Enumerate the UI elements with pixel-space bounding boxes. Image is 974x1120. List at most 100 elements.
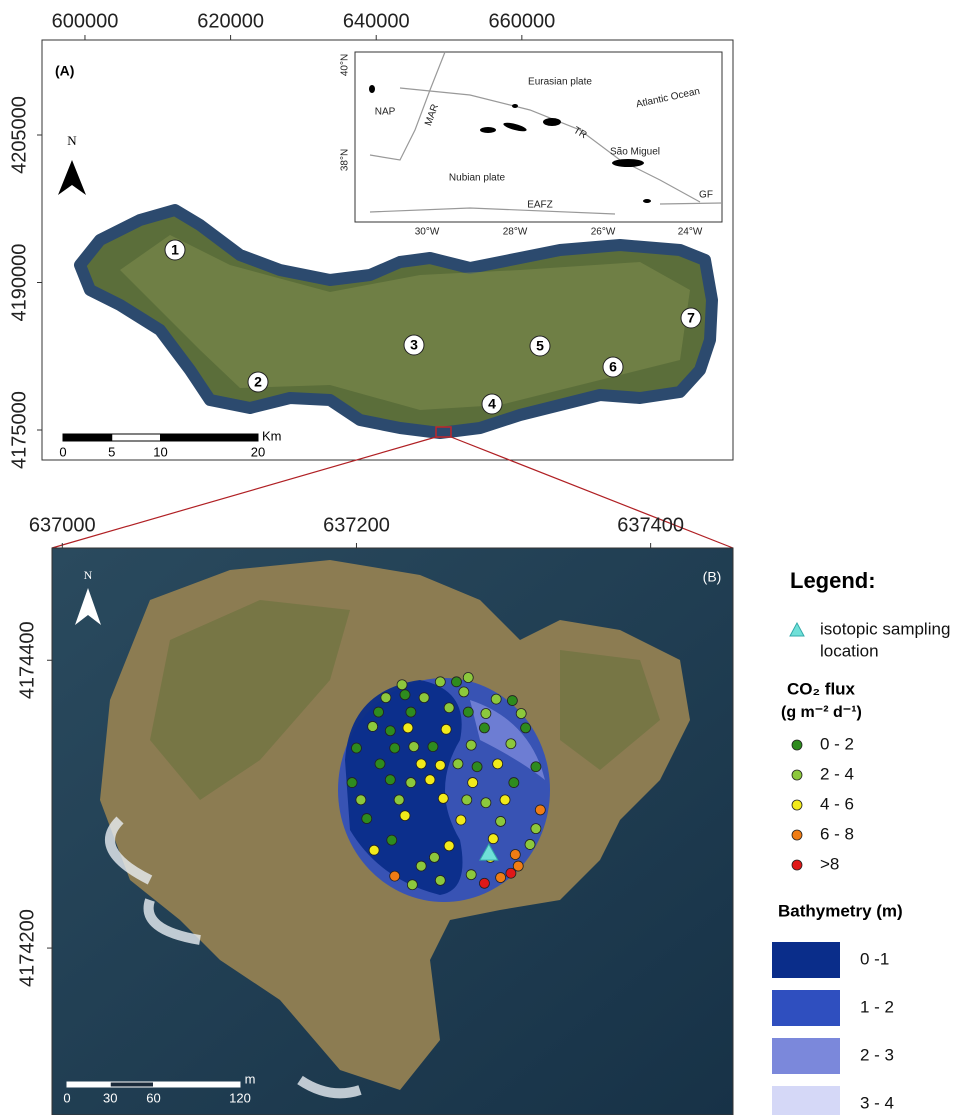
scale-label: 30 xyxy=(103,1090,117,1105)
flux-point xyxy=(435,677,445,687)
legend-swatch xyxy=(792,830,802,840)
legend-label: 0 - 2 xyxy=(820,734,854,753)
legend-label: 4 - 6 xyxy=(820,794,854,813)
site-label: 3 xyxy=(410,337,418,353)
flux-point xyxy=(381,693,391,703)
flux-point xyxy=(429,852,439,862)
flux-point xyxy=(351,743,361,753)
flux-point xyxy=(466,740,476,750)
legend-subtitle: (g m⁻² d⁻¹) xyxy=(781,704,862,721)
x-tick-label: 620000 xyxy=(197,10,264,32)
flux-point xyxy=(356,795,366,805)
flux-point xyxy=(481,708,491,718)
scale-label: 5 xyxy=(108,444,115,459)
flux-point xyxy=(419,693,429,703)
inset-lat-label: 40°N xyxy=(340,54,351,76)
site-label: 6 xyxy=(609,359,617,375)
flux-point xyxy=(400,811,410,821)
flux-point xyxy=(369,845,379,855)
flux-point xyxy=(403,723,413,733)
flux-point xyxy=(406,707,416,717)
x-tick-label: 637000 xyxy=(29,514,96,536)
y-tick-label: 4190000 xyxy=(8,244,30,322)
flux-point xyxy=(509,778,519,788)
flux-point xyxy=(493,759,503,769)
legend-label: 2 - 3 xyxy=(860,1045,894,1064)
flux-point xyxy=(531,824,541,834)
flux-point xyxy=(416,861,426,871)
flux-point xyxy=(531,762,541,772)
y-tick-label: 4205000 xyxy=(8,96,30,174)
legend-swatch xyxy=(772,990,840,1026)
legend-label: 6 - 8 xyxy=(820,824,854,843)
inset-lon-label: 30°W xyxy=(415,227,440,238)
inset-lon-label: 26°W xyxy=(591,227,616,238)
legend-label: location xyxy=(820,641,879,660)
flux-point xyxy=(385,726,395,736)
x-tick-label: 600000 xyxy=(52,10,119,32)
flux-point xyxy=(390,871,400,881)
legend-label: 2 - 4 xyxy=(820,764,854,783)
flux-point xyxy=(496,873,506,883)
site-label: 1 xyxy=(171,242,179,258)
flux-point xyxy=(479,723,489,733)
flux-point xyxy=(444,703,454,713)
scale-label: 0 xyxy=(63,1090,70,1105)
legend-swatch xyxy=(792,740,802,750)
flux-point xyxy=(441,724,451,734)
flux-point xyxy=(435,760,445,770)
scale-segment xyxy=(67,1082,110,1087)
inset-label: EAFZ xyxy=(527,200,553,211)
flux-point xyxy=(409,742,419,752)
flux-point xyxy=(516,708,526,718)
flux-point xyxy=(507,696,517,706)
scale-segment xyxy=(110,1082,153,1087)
flux-point xyxy=(491,694,501,704)
flux-point xyxy=(385,775,395,785)
legend-swatch xyxy=(772,1086,840,1115)
flux-point xyxy=(496,816,506,826)
flux-point xyxy=(397,680,407,690)
flux-point xyxy=(463,707,473,717)
legend-label: 3 - 4 xyxy=(860,1093,894,1112)
flux-point xyxy=(521,723,531,733)
flux-point xyxy=(374,707,384,717)
scale-unit: Km xyxy=(262,428,282,443)
flux-point xyxy=(387,835,397,845)
scale-unit: m xyxy=(245,1071,256,1086)
legend-title: Legend: xyxy=(790,568,876,593)
legend-swatch xyxy=(772,1038,840,1074)
legend-label: >8 xyxy=(820,854,839,873)
scale-segment xyxy=(154,1082,241,1087)
panel-b-map xyxy=(52,548,733,1115)
figure: 6000006200006400006600004175000419000042… xyxy=(0,0,974,1115)
flux-point xyxy=(459,687,469,697)
flux-point xyxy=(456,815,466,825)
legend-swatch xyxy=(792,860,802,870)
inset-label: Nubian plate xyxy=(449,173,506,184)
north-label: N xyxy=(67,133,77,148)
inset-label: São Miguel xyxy=(610,147,660,158)
flux-point xyxy=(506,739,516,749)
scale-label: 0 xyxy=(59,444,66,459)
inset-lon-label: 24°W xyxy=(678,227,703,238)
flux-point xyxy=(425,775,435,785)
site-label: 2 xyxy=(254,374,262,390)
inset-label: Eurasian plate xyxy=(528,77,592,88)
inset-label: GF xyxy=(699,190,713,201)
flux-point xyxy=(390,743,400,753)
inset-label: NAP xyxy=(375,107,396,118)
legend-triangle xyxy=(790,623,804,636)
flux-point xyxy=(406,778,416,788)
y-tick-label: 4175000 xyxy=(8,391,30,469)
flux-point xyxy=(347,778,357,788)
flux-point xyxy=(506,868,516,878)
scale-label: 10 xyxy=(153,444,167,459)
legend-swatch xyxy=(772,942,840,978)
x-tick-label: 637200 xyxy=(323,514,390,536)
flux-point xyxy=(444,841,454,851)
flux-point xyxy=(435,875,445,885)
flux-point xyxy=(463,673,473,683)
legend-label: 0 -1 xyxy=(860,949,889,968)
flux-point xyxy=(479,878,489,888)
